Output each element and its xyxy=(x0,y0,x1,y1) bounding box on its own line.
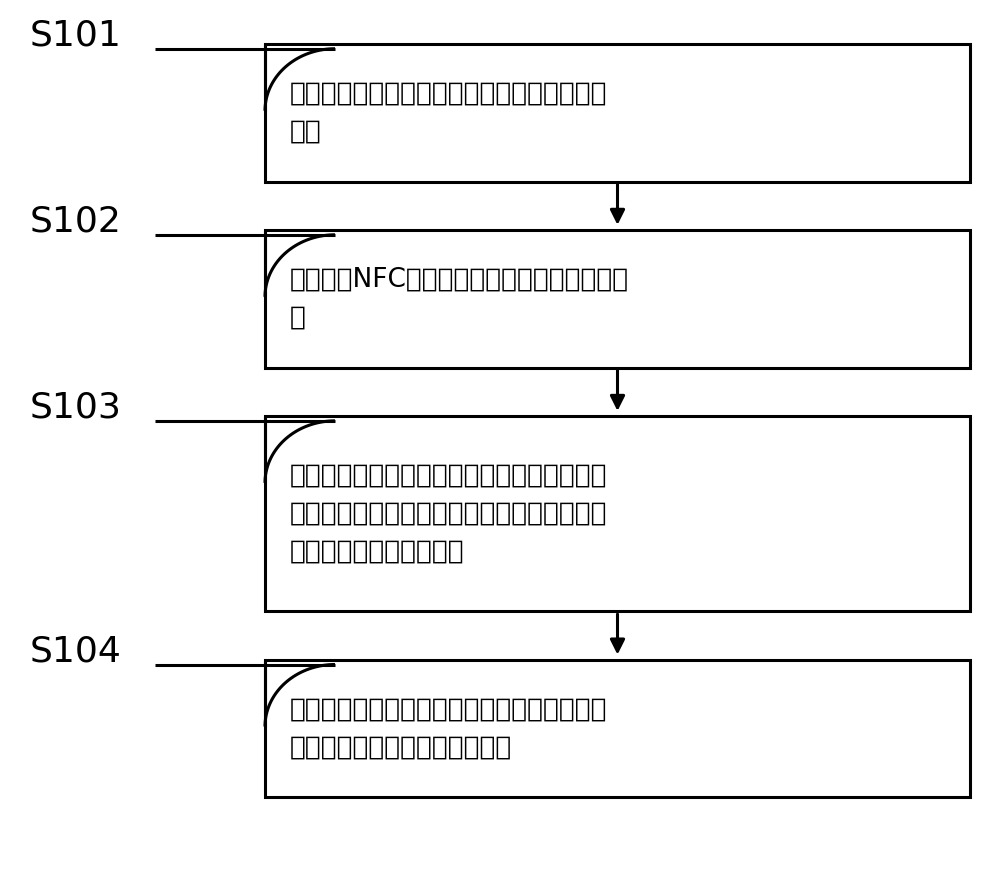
Bar xyxy=(265,660,970,797)
Text: 基于所述位置信息、所述状态信息和所述卡片
信息对所述锁具进行开关锁控制: 基于所述位置信息、所述状态信息和所述卡片 信息对所述锁具进行开关锁控制 xyxy=(290,696,608,761)
Text: S102: S102 xyxy=(30,205,122,238)
Text: 通过所述定位模块获取所述电子安全锁的位置
信息: 通过所述定位模块获取所述电子安全锁的位置 信息 xyxy=(290,81,608,145)
Text: S103: S103 xyxy=(30,391,122,424)
Text: 通过所述NFC感应模块获取开锁卡片的卡片信
息: 通过所述NFC感应模块获取开锁卡片的卡片信 息 xyxy=(290,267,629,331)
Text: 通过所述暴拆报警模块获取所述电子安全锁以
及物品存放箱体的状态信息，所述状态信息包
括正常状态和非正常状态: 通过所述暴拆报警模块获取所述电子安全锁以 及物品存放箱体的状态信息，所述状态信息… xyxy=(290,462,608,565)
Text: S104: S104 xyxy=(30,634,122,668)
Bar xyxy=(265,44,970,182)
Text: S101: S101 xyxy=(30,19,122,52)
Bar xyxy=(265,230,970,368)
Bar xyxy=(265,416,970,611)
